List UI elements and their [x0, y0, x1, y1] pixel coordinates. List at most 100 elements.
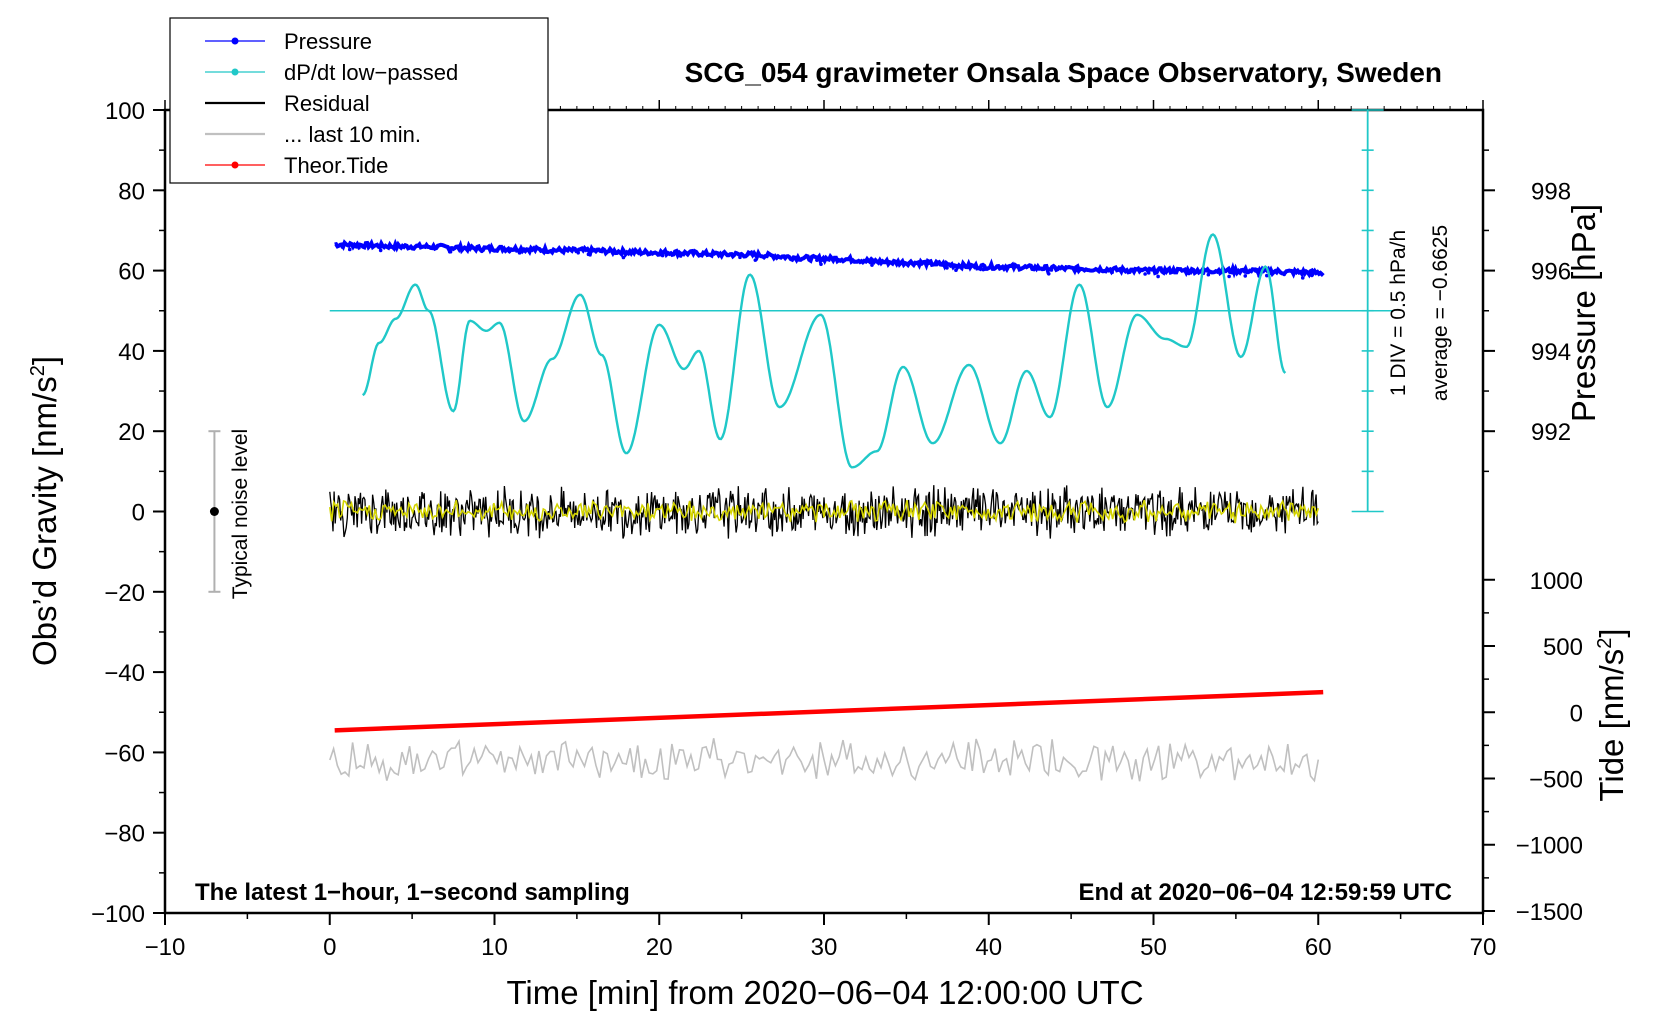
- pressure-point: [1046, 271, 1051, 276]
- pressure-point: [473, 246, 478, 251]
- legend-item: ... last 10 min.: [205, 122, 421, 147]
- pressure-point: [1049, 268, 1054, 272]
- tide-tick-label: −1500: [1516, 899, 1583, 926]
- y-tick-label: −40: [104, 660, 145, 687]
- pressure-point: [815, 258, 819, 262]
- y-tick-label: −100: [91, 901, 145, 928]
- series-residual-smoothed: [329, 499, 1320, 524]
- pressure-point: [945, 266, 949, 270]
- pressure-axis-label: Pressure [hPa]: [1565, 204, 1602, 422]
- pressure-point: [926, 261, 931, 266]
- noise-bar-center: [209, 507, 219, 516]
- legend-marker: [231, 37, 239, 45]
- legend-item: Pressure: [205, 29, 372, 54]
- tide-tick-label: −500: [1529, 766, 1583, 793]
- legend: Pressure dP/dt low−passed Residual ... last…: [169, 17, 549, 184]
- pressure-point: [357, 245, 361, 250]
- pressure-point: [738, 255, 742, 260]
- legend-label: Theor.Tide: [284, 153, 388, 178]
- pressure-point: [517, 251, 522, 255]
- series-dpdt: [361, 233, 1287, 469]
- axis-ticks: −10 0 10 20 30 40 50 60 70−100−80−60−40−20020406…: [91, 98, 1583, 961]
- pressure-point: [981, 267, 986, 272]
- legend-label: dP/dt low−passed: [284, 60, 458, 85]
- pressure-point: [1265, 273, 1269, 278]
- pressure-point: [1300, 276, 1305, 280]
- pressure-tick-label: 996: [1531, 259, 1571, 286]
- pressure-point: [1227, 274, 1231, 279]
- pressure-point: [820, 258, 824, 262]
- pressure-point: [1146, 271, 1151, 275]
- pressure-point: [660, 253, 665, 258]
- x-tick-label: 30: [811, 934, 838, 961]
- x-axis-label: Time [min] from 2020−06−04 12:00:00 UTC: [506, 974, 1143, 1011]
- pressure-point: [870, 263, 874, 267]
- x-tick-label: 50: [1140, 934, 1167, 961]
- series-pressure: [334, 238, 1325, 280]
- pressure-point: [588, 253, 592, 257]
- pressure-point: [819, 262, 823, 267]
- y-tick-label: −60: [104, 740, 145, 767]
- pressure-point: [679, 252, 683, 256]
- pressure-point: [1076, 268, 1080, 273]
- pressure-point: [507, 249, 512, 254]
- tide-axis-label-close: ]: [1593, 628, 1630, 637]
- pressure-point: [1253, 269, 1258, 273]
- y-tick-label: −20: [104, 580, 145, 607]
- chart-title: SCG_054 gravimeter Onsala Space Observat…: [685, 57, 1442, 88]
- pressure-point: [753, 258, 758, 262]
- pressure-point: [543, 249, 547, 254]
- dpdt-average-label: average = −0.6625: [1429, 225, 1452, 401]
- sampling-note: The latest 1−hour, 1−second sampling: [195, 879, 630, 906]
- legend-items: Pressure dP/dt low−passed Residual ... last…: [205, 29, 458, 178]
- series-theor-tide: [334, 689, 1324, 733]
- pressure-point: [1282, 272, 1287, 277]
- dpdt-scale-label: 1 DIV = 0.5 hPa/h: [1387, 230, 1410, 396]
- series-last-10-min: [329, 738, 1320, 783]
- x-tick-label: 0: [323, 934, 336, 961]
- y-tick-label: 20: [118, 419, 145, 446]
- legend-label: ... last 10 min.: [284, 122, 421, 147]
- pressure-point: [1206, 272, 1211, 277]
- tide-axis-label-sup: 2: [1594, 638, 1616, 649]
- pressure-point: [553, 249, 558, 253]
- noise-level-label: Typical noise level: [229, 429, 252, 599]
- pressure-point: [621, 255, 626, 260]
- legend-marker: [231, 161, 239, 169]
- pressure-point: [1196, 270, 1201, 274]
- pressure-point: [1080, 267, 1084, 272]
- pressure-point: [999, 265, 1003, 269]
- legend-item: Theor.Tide: [205, 153, 388, 178]
- pressure-point: [560, 249, 564, 254]
- pressure-point: [576, 250, 580, 255]
- tide-axis-label-text: Tide [nm/s: [1593, 649, 1630, 802]
- legend-label: Residual: [284, 91, 370, 116]
- x-tick-label: 70: [1470, 934, 1497, 961]
- y-tick-label: 60: [118, 259, 145, 286]
- pressure-tick-label: 992: [1531, 419, 1571, 446]
- pressure-point: [868, 260, 873, 265]
- pressure-point: [1243, 274, 1248, 278]
- x-tick-label: 60: [1305, 934, 1332, 961]
- y-axis-label-text: Obs’d Gravity [nm/s: [26, 376, 63, 666]
- pressure-point: [1143, 272, 1147, 276]
- pressure-point: [954, 268, 958, 273]
- pressure-point: [347, 247, 352, 252]
- y-axis-label: Obs’d Gravity [nm/s2]: [26, 356, 63, 666]
- legend-item: dP/dt low−passed: [205, 60, 458, 85]
- pressure-point: [378, 248, 383, 253]
- series-layer: [329, 233, 1325, 783]
- pressure-point: [447, 250, 452, 254]
- pressure-point: [1186, 271, 1191, 276]
- pressure-point: [1110, 270, 1114, 275]
- tide-tick-label: 1000: [1530, 568, 1583, 595]
- y-axis-label-sup: 2: [27, 365, 49, 376]
- pressure-point: [480, 249, 484, 254]
- x-tick-label: 40: [975, 934, 1002, 961]
- y-tick-label: 40: [118, 339, 145, 366]
- pressure-tick-label: 994: [1531, 339, 1571, 366]
- tide-tick-label: 0: [1570, 700, 1583, 727]
- y-tick-label: 0: [132, 500, 145, 527]
- pressure-point: [340, 245, 345, 249]
